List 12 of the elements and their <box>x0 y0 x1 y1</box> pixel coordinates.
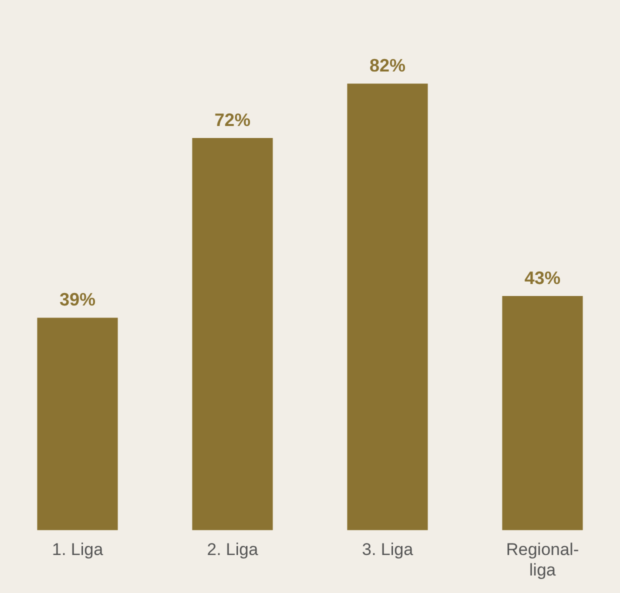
data-label: 72% <box>214 110 251 130</box>
bar <box>37 318 118 530</box>
bar <box>347 84 428 530</box>
x-tick-label: 1. Liga <box>52 540 104 560</box>
bar <box>192 138 273 530</box>
x-tick-label: Regional-liga <box>506 540 579 580</box>
x-tick-label: 3. Liga <box>362 540 414 560</box>
x-tick-label: 2. Liga <box>206 540 259 560</box>
bar <box>502 296 583 530</box>
data-label: 82% <box>369 56 406 76</box>
data-label: 39% <box>59 290 96 310</box>
data-label: 43% <box>524 268 561 288</box>
